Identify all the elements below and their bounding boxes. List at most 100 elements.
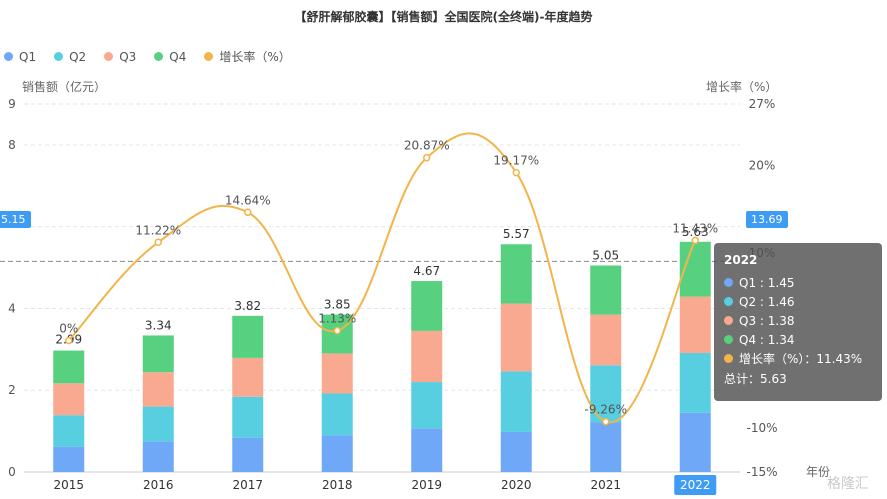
bar-segment-q2	[232, 396, 264, 438]
growth-label: 20.87%	[404, 139, 450, 153]
tooltip: 2022 Q1 : 1.45 Q2 : 1.46 Q3 : 1.38 Q4 : 1.3…	[714, 243, 882, 401]
x-axis-name: 年份	[806, 465, 831, 479]
tooltip-dot	[724, 335, 733, 344]
bar-segment-q3	[232, 357, 264, 397]
bar-segment-q1	[500, 431, 532, 472]
x-highlight-tag	[674, 475, 717, 495]
bar-segment-q1	[232, 437, 264, 472]
y-left-tick-label: 2	[8, 383, 16, 397]
bar-segment-q4	[232, 315, 264, 358]
x-tick-label: 2021	[590, 478, 621, 492]
tooltip-dot	[724, 316, 733, 325]
legend-swatch	[154, 52, 164, 61]
right-axis-name: 增长率（%）	[706, 80, 778, 94]
growth-label: 1.13%	[318, 312, 356, 326]
legend-item[interactable]: Q2	[54, 48, 86, 65]
watermark-text: 格隆汇	[827, 476, 869, 492]
growth-point	[691, 236, 699, 245]
legend-item[interactable]: Q1	[4, 48, 36, 65]
growth-point	[602, 417, 610, 426]
growth-label: 19.17%	[493, 154, 539, 168]
tooltip-row-label: Q4 : 1.34	[739, 332, 795, 347]
y-left-tick-label: 9	[8, 97, 16, 111]
bar-segment-q1	[321, 435, 353, 472]
y-right-tick-label: 27%	[749, 97, 776, 111]
bar-total-label: 4.67	[413, 264, 440, 278]
bar-segment-q1	[142, 441, 174, 472]
bar-segment-q2	[53, 415, 85, 447]
bar-segment-q3	[53, 383, 85, 416]
bar-segment-q1	[679, 412, 711, 472]
bar-segment-q3	[411, 330, 443, 383]
growth-label: -9.26%	[585, 403, 627, 417]
growth-label: 0%	[59, 322, 78, 336]
tooltip-row: Q4 : 1.34	[724, 330, 872, 349]
y-left-tick-label: 0	[8, 465, 16, 479]
legend-item[interactable]: Q3	[104, 48, 136, 65]
growth-label: 14.64%	[225, 193, 271, 207]
growth-label: 11.22%	[135, 223, 181, 237]
x-tick-label: 2020	[501, 478, 532, 492]
bar-total-label: 3.82	[234, 299, 261, 313]
legend-item[interactable]: Q4	[154, 48, 186, 65]
growth-point	[423, 153, 431, 162]
bar-segment-q4	[500, 244, 532, 304]
y-right-tick-label: 20%	[749, 158, 776, 172]
legend-label: Q2	[69, 49, 87, 64]
left-axis-name: 销售额（亿元）	[22, 80, 107, 94]
tooltip-dot	[724, 354, 733, 363]
bar-segment-q4	[53, 350, 85, 384]
legend-swatch	[204, 52, 214, 61]
bar-segment-q2	[500, 371, 532, 432]
bar-segment-q2	[321, 393, 353, 436]
bar-segment-q4	[590, 265, 622, 315]
legend-swatch	[104, 52, 114, 61]
tooltip-row-label: Q1 : 1.45	[739, 275, 795, 290]
legend-swatch	[4, 52, 13, 61]
growth-point	[512, 168, 520, 177]
tooltip-row: Q2 : 1.46	[724, 292, 872, 311]
x-tick-label: 2016	[143, 478, 174, 492]
watermark-logo: 格隆汇	[827, 473, 869, 493]
bar-segment-q1	[411, 428, 443, 472]
bar-segment-q2	[142, 406, 174, 442]
bar-segment-q3	[679, 296, 711, 354]
bar-total-label: 5.05	[592, 249, 619, 263]
bar-total-label: 3.34	[145, 318, 172, 332]
bar-total-label: 5.63	[682, 225, 709, 239]
tooltip-row: Q3 : 1.38	[724, 311, 872, 330]
tooltip-title: 2022	[724, 253, 758, 267]
growth-point	[244, 208, 252, 217]
x-tick-label: 2019	[411, 478, 442, 492]
bar-segment-q1	[590, 422, 622, 472]
growth-point	[154, 238, 162, 247]
bar-segment-q2	[679, 353, 711, 413]
bar-segment-q1	[53, 446, 85, 472]
legend-label: 增长率（%）	[219, 50, 291, 64]
x-tick-label: 2017	[232, 478, 263, 492]
tooltip-row-label: Q3 : 1.38	[739, 313, 795, 328]
bar-segment-q3	[142, 372, 174, 407]
tooltip-dot	[724, 278, 733, 287]
legend-label: Q1	[19, 49, 37, 64]
x-tick-label: 2015	[53, 478, 84, 492]
legend-item[interactable]: 增长率（%）	[204, 48, 291, 65]
legend-swatch	[54, 52, 64, 61]
bar-segment-q4	[142, 335, 174, 373]
tooltip-row-label: Q2 : 1.46	[739, 294, 795, 309]
crosshair-left-tag: 5.15	[0, 211, 31, 228]
bar-segment-q2	[411, 382, 443, 429]
tooltip-row: Q1 : 1.45	[724, 273, 872, 292]
growth-point	[65, 336, 73, 345]
crosshair-right-tag: 13.69	[746, 211, 788, 228]
bar-segment-q3	[321, 353, 353, 394]
bar-total-label: 3.85	[324, 298, 351, 312]
tooltip-total: 总计：5.63	[724, 372, 787, 386]
x-tick-label: 2022	[680, 478, 711, 492]
bar-total-label: 5.57	[503, 227, 530, 241]
y-left-tick-label: 4	[8, 301, 16, 315]
tooltip-row-label: 增长率（%）：11.43%	[739, 352, 863, 366]
growth-label: 11.43%	[672, 221, 718, 235]
bar-segment-q4	[411, 281, 443, 331]
